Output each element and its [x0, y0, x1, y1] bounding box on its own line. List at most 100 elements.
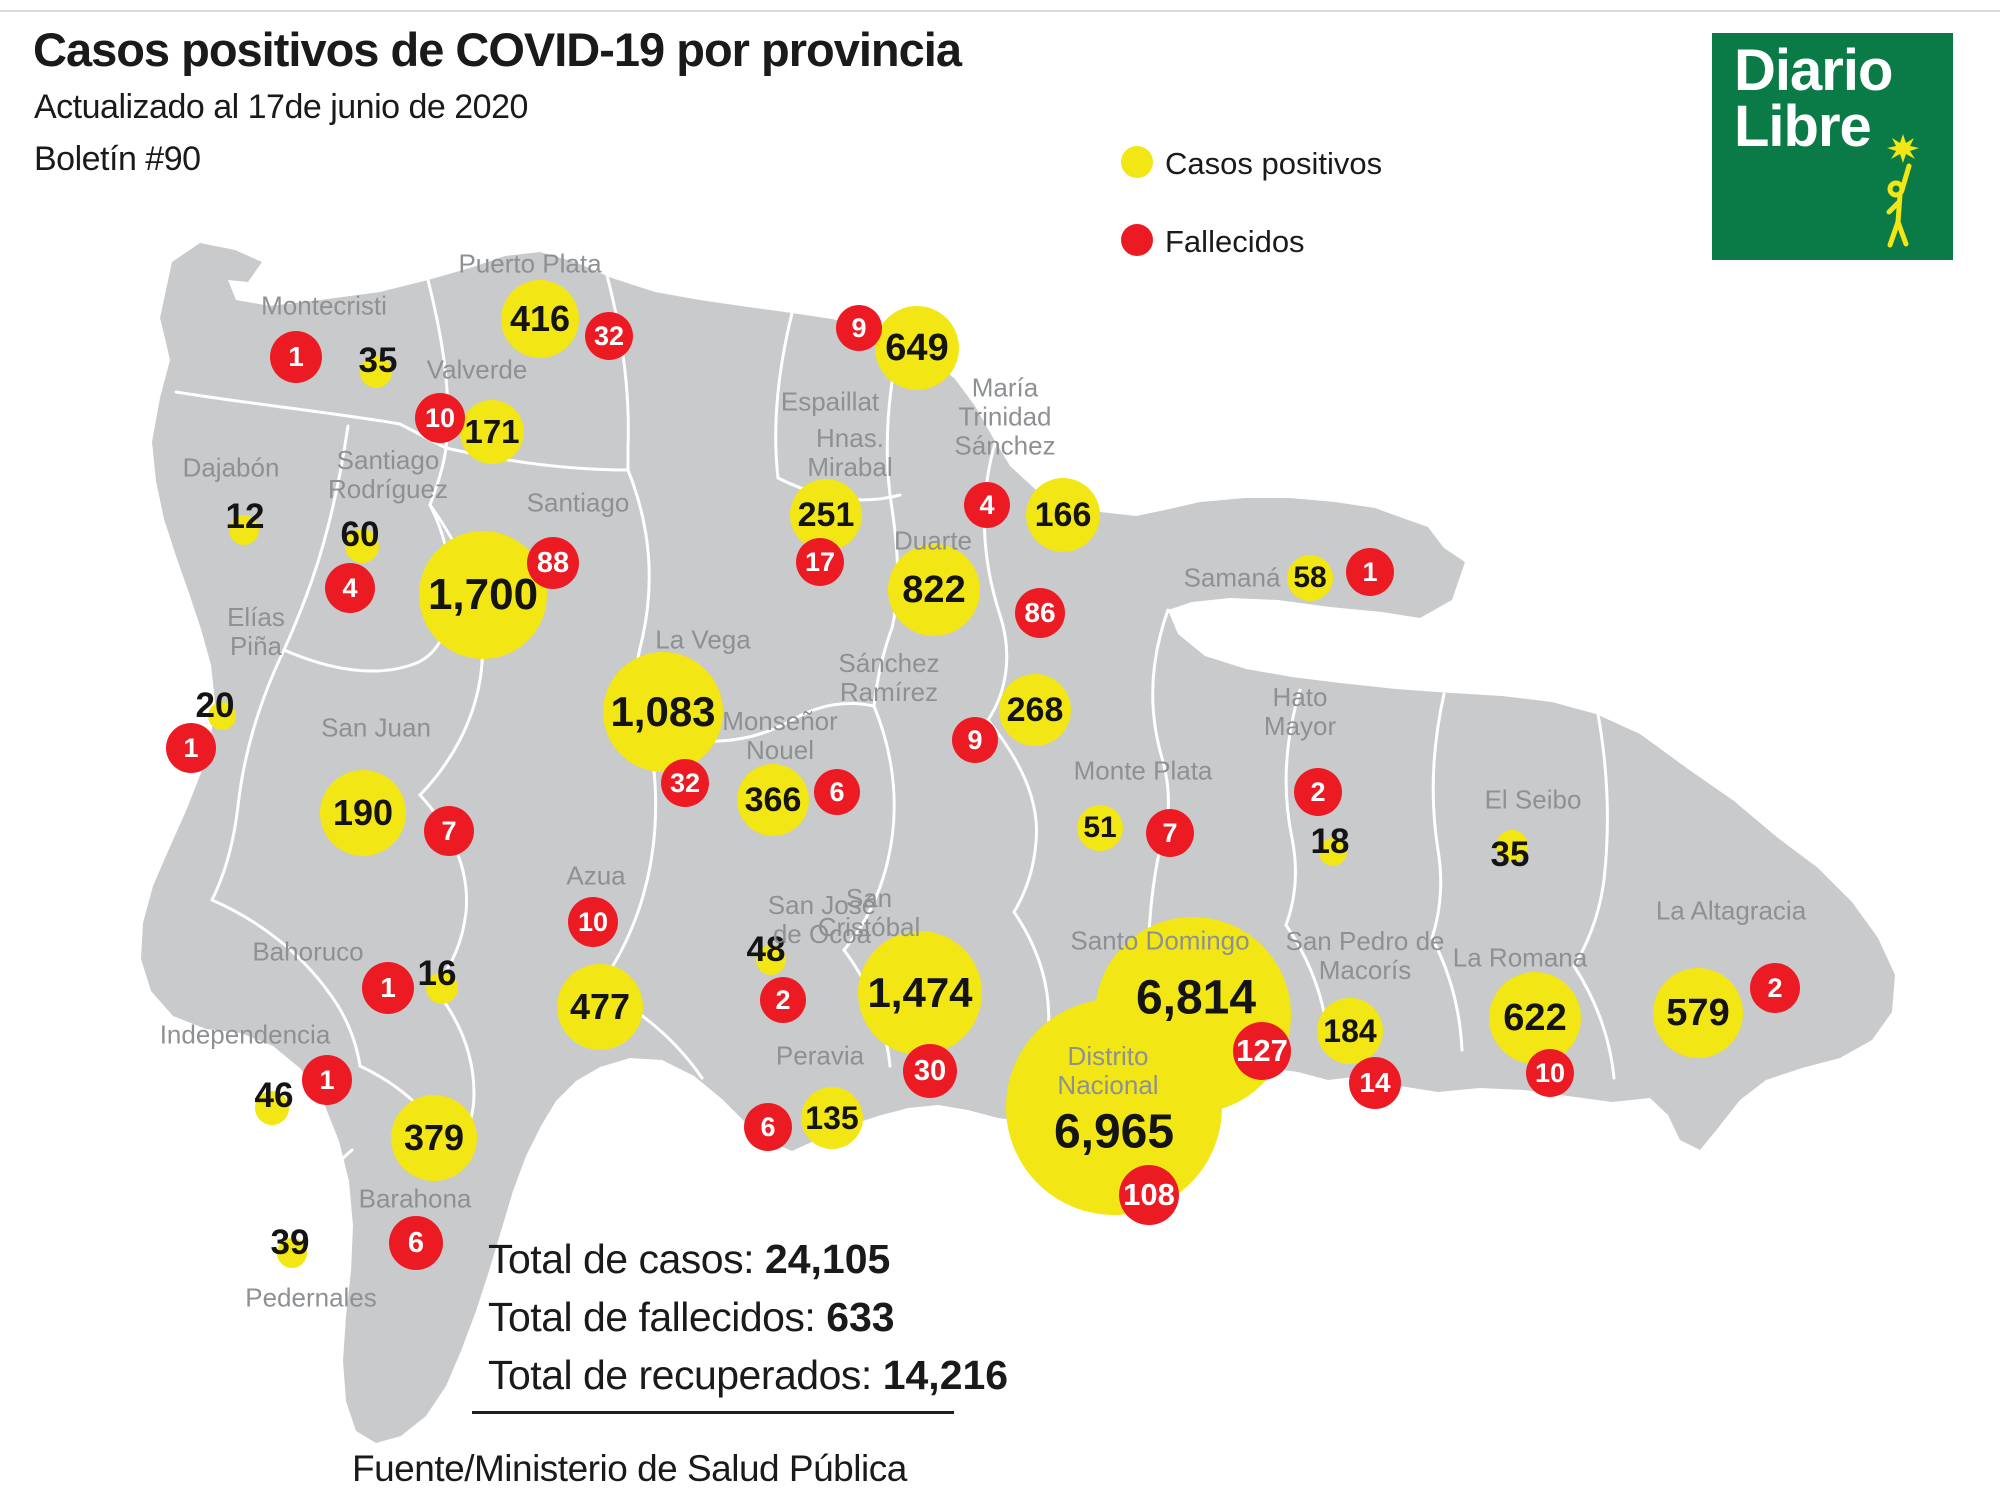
province-label-barahona: Barahona: [358, 1183, 472, 1214]
province-label-duarte: Duarte: [893, 525, 973, 556]
deaths-bubble-hato-mayor: 2: [1294, 768, 1342, 816]
cases-bubble-santiago: 1,700: [419, 531, 547, 659]
deaths-bubble-santo-domingo: 127: [1233, 1022, 1291, 1080]
province-label-la-altagracia: La Altagracia: [1655, 895, 1807, 926]
deaths-bubble-san-jose-de-ocoa: 2: [760, 977, 806, 1023]
cases-dot-santiago-rodriguez: [345, 529, 379, 563]
cases-dot-el-seibo: [1496, 830, 1528, 862]
province-label-peravia: Peravia: [775, 1040, 865, 1071]
province-label-bahoruco: Bahoruco: [252, 936, 364, 967]
deaths-bubble-san-pedro-de-macoris: 14: [1349, 1057, 1401, 1109]
cases-number-independencia: 46: [254, 1076, 294, 1115]
cases-number-pedernales: 39: [270, 1223, 310, 1262]
cases-bubble-azua: 477: [557, 964, 643, 1050]
total-deaths-row: Total de fallecidos: 633: [488, 1294, 895, 1341]
diario-libre-logo: Diario Libre: [1712, 33, 1953, 260]
province-label-santiago-rodriguez: Santiago Rodríguez: [328, 444, 448, 504]
deaths-bubble-elias-pina: 1: [166, 723, 216, 773]
deaths-bubble-valverde: 10: [415, 393, 465, 443]
province-label-puerto-plata: Puerto Plata: [458, 248, 602, 279]
province-label-montecristi: Montecristi: [261, 290, 387, 321]
total-recovered-row: Total de recuperados: 14,216: [488, 1352, 1008, 1399]
deaths-bubble-samana: 1: [1346, 548, 1394, 596]
cases-number-san-jose-de-ocoa: 48: [746, 930, 786, 969]
diario-libre-figure-icon: [1886, 134, 1919, 248]
province-label-azua: Azua: [566, 860, 626, 891]
cases-number-distrito-nacional: 6,965: [1053, 1105, 1175, 1159]
deaths-bubble-montecristi: 1: [270, 331, 322, 383]
province-label-pedernales: Pedernales: [245, 1282, 377, 1313]
cases-number-montecristi: 35: [358, 341, 398, 380]
cases-dot-san-jose-de-ocoa: [756, 945, 786, 975]
deaths-legend-label: Fallecidos: [1165, 224, 1305, 259]
deaths-bubble-monsenor-nouel: 6: [814, 769, 860, 815]
top-rule: [0, 10, 2000, 12]
province-label-monsenor-nouel: Monseñor Nouel: [722, 705, 838, 765]
cases-dot-bahoruco: [426, 972, 458, 1004]
deaths-bubble-espaillat: 9: [836, 305, 882, 351]
cases-dot-independencia: [255, 1091, 289, 1125]
province-label-independencia: Independencia: [159, 1019, 331, 1050]
diario-libre-logo-text: Diario Libre: [1734, 38, 1893, 159]
total-recovered-label: Total de recuperados:: [488, 1352, 883, 1398]
cases-bubble-la-altagracia: 579: [1653, 968, 1743, 1058]
deaths-bubble-la-romana: 10: [1526, 1049, 1574, 1097]
cases-bubble-san-pedro-de-macoris: 184: [1317, 998, 1383, 1064]
cases-dot-dajabon: [229, 515, 259, 545]
page-title: Casos positivos de COVID-19 por provinci…: [33, 23, 962, 76]
cases-number-hato-mayor: 18: [1310, 822, 1350, 861]
bulletin-number: Boletín #90: [34, 140, 201, 178]
deaths-bubble-monte-plata: 7: [1146, 809, 1194, 857]
deaths-bubble-barahona: 6: [389, 1216, 443, 1270]
deaths-bubble-maria-trinidad-sanchez: 4: [964, 482, 1010, 528]
cases-bubble-valverde: 171: [460, 400, 524, 464]
province-label-distrito-nacional: Distrito Nacional: [1057, 1040, 1159, 1100]
province-label-san-jose-de-ocoa: San José de Ocoa: [767, 889, 877, 949]
cases-bubble-barahona: 379: [391, 1095, 477, 1181]
cases-bubble-puerto-plata: 416: [501, 280, 579, 358]
positive-cases-legend-dot: [1121, 146, 1153, 178]
cases-dot-hato-mayor: [1319, 838, 1347, 866]
cases-bubble-san-cristobal: 1,474: [858, 931, 982, 1055]
province-label-san-pedro-de-macoris: San Pedro de Macorís: [1285, 925, 1445, 985]
province-label-san-juan: San Juan: [321, 712, 431, 743]
deaths-bubble-san-juan: 7: [424, 806, 474, 856]
deaths-bubble-azua: 10: [568, 897, 618, 947]
province-label-hato-mayor: Hato Mayor: [1263, 681, 1337, 741]
cases-bubble-distrito-nacional: [1006, 999, 1222, 1215]
lake-enriquillo: [142, 1035, 214, 1071]
province-label-monte-plata: Monte Plata: [1073, 755, 1213, 786]
cases-bubble-duarte: 822: [888, 544, 980, 636]
deaths-bubble-sanchez-ramirez: 9: [952, 717, 998, 763]
province-label-hnas-mirabal: Hnas. Mirabal: [807, 422, 893, 482]
cases-dot-pedernales: [277, 1238, 307, 1268]
deaths-bubble-distrito-nacional: 108: [1119, 1165, 1179, 1225]
total-cases-value: 24,105: [764, 1236, 891, 1282]
deaths-bubble-puerto-plata: 32: [585, 312, 633, 360]
province-label-la-romana: La Romana: [1452, 942, 1588, 973]
positive-cases-legend-label: Casos positivos: [1165, 146, 1383, 181]
cases-bubble-san-juan: 190: [320, 770, 406, 856]
cases-bubble-sanchez-ramirez: 268: [999, 674, 1071, 746]
cases-number-el-seibo: 35: [1490, 835, 1530, 874]
province-label-sanchez-ramirez: Sánchez Ramírez: [838, 647, 940, 707]
province-label-samana: Samaná: [1183, 562, 1281, 593]
deaths-bubble-san-cristobal: 30: [903, 1044, 957, 1098]
totals-divider: [472, 1411, 954, 1414]
cases-number-santo-domingo: 6,814: [1135, 971, 1257, 1025]
deaths-bubble-peravia: 6: [744, 1103, 792, 1151]
province-label-dajabon: Dajabón: [182, 452, 280, 483]
cases-bubble-monsenor-nouel: 366: [737, 764, 809, 836]
cases-number-bahoruco: 16: [417, 954, 457, 993]
deaths-bubble-hnas-mirabal: 17: [796, 538, 844, 586]
land-shape: [141, 243, 1895, 1443]
cases-number-elias-pina: 20: [195, 686, 235, 725]
cases-bubble-maria-trinidad-sanchez: 166: [1026, 478, 1100, 552]
cases-number-dajabon: 12: [225, 497, 265, 536]
updated-date: Actualizado al 17de junio de 2020: [34, 88, 528, 126]
total-deaths-label: Total de fallecidos:: [488, 1294, 827, 1340]
cases-bubble-monte-plata: 51: [1077, 805, 1123, 851]
deaths-bubble-la-vega: 32: [661, 759, 709, 807]
province-label-el-seibo: El Seibo: [1484, 784, 1582, 815]
deaths-legend-dot: [1121, 224, 1153, 256]
